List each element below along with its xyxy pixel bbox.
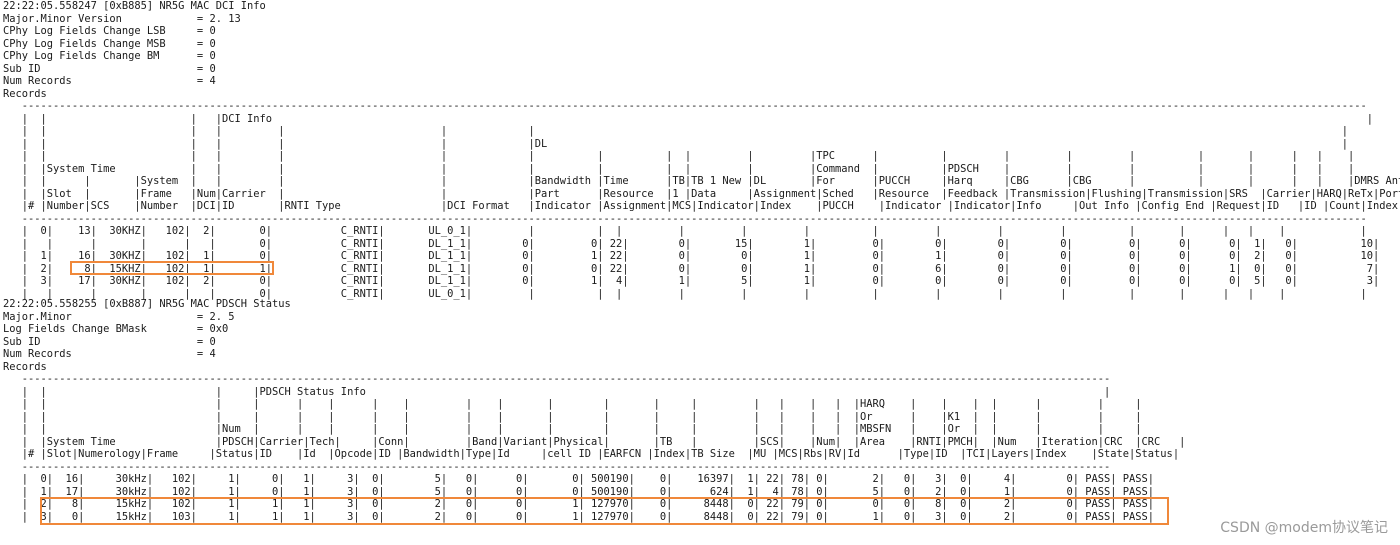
- table-row: | 1| 17| 30kHz| 102| 1| 0| 1| 3| 0| 5| 0…: [3, 485, 1155, 498]
- log-line: CPhy Log Fields Change MSB = 0: [3, 37, 216, 50]
- table-header-line: | | | |System | | | | |Bandwidth |Time |…: [3, 175, 1400, 187]
- table-header-line: | | |Num | | | | | | | | | | | | | | | |…: [3, 423, 1142, 435]
- table-header-line: |# |Number|SCS |Number |DCI|ID |RNTI Typ…: [3, 200, 1400, 212]
- log-line: Records: [3, 360, 47, 373]
- log-line: Sub ID = 0: [3, 335, 216, 348]
- table-row: | 2| 8| 15KHZ| 102| 1| 1| C_RNTI| DL_1_1…: [3, 262, 1380, 275]
- table-header-line: | | | | | | |: [3, 125, 1348, 137]
- log-line: Num Records = 4: [3, 75, 216, 87]
- table-header-line: | |Slot | |Frame |Num|Carrier | | |Part …: [3, 187, 1400, 200]
- table-row: | 0| 16| 30kHz| 102| 1| 0| 1| 3| 0| 5| 0…: [3, 473, 1155, 485]
- dci-info-log: 22:22:05.558247 [0xB885] NR5G MAC DCI In…: [3, 0, 1400, 300]
- log-line: Records: [3, 87, 47, 100]
- table-row: | 2| 8| 15kHz| 102| 1| 1| 1| 3| 0| 2| 0|…: [3, 498, 1155, 510]
- table-header-line: | | | | | | | | | | | |TPC | | | | | | |: [3, 150, 1400, 162]
- pdsch-status-log: 22:22:05.558255 [0xB887] NR5G MAC PDSCH …: [3, 298, 1185, 523]
- log-line: 22:22:05.558247 [0xB885] NR5G MAC DCI In…: [3, 0, 266, 12]
- table-row: | 3| 17| 30KHZ| 102| 2| 0| C_RNTI| DL_1_…: [3, 275, 1380, 287]
- log-line: Major.Minor Version = 2. 13: [3, 12, 241, 25]
- table-header-line: | |System Time | | | | | | | | | |Comman…: [3, 162, 1400, 175]
- table-header-line: | | | | | | |DL: [3, 137, 1348, 150]
- log-line: Sub ID = 0: [3, 62, 216, 75]
- table-header-line: | | | |PDSCH Status Info |: [3, 385, 1111, 398]
- table-border: ----------------------------------------…: [3, 212, 1367, 225]
- table-row: | 3| 0| 15kHz| 103| 1| 1| 1| 3| 0| 2| 0|…: [3, 510, 1155, 523]
- log-line: CPhy Log Fields Change LSB = 0: [3, 25, 216, 37]
- log-line: CPhy Log Fields Change BM = 0: [3, 50, 216, 62]
- watermark: CSDN @modem协议笔记: [1220, 520, 1388, 536]
- table-border: ----------------------------------------…: [3, 460, 1111, 473]
- table-row: | 0| 13| 30KHZ| 102| 2| 0| C_RNTI| UL_0_…: [3, 225, 1367, 237]
- table-border: ----------------------------------------…: [3, 373, 1111, 385]
- table-row: | | | | | | 0| C_RNTI| UL_0_1| | | | | |…: [3, 287, 1367, 300]
- table-header-line: | |System Time |PDSCH|Carrier|Tech| |Con…: [3, 435, 1186, 448]
- log-line: Num Records = 4: [3, 348, 216, 360]
- table-row: | 1| 16| 30KHZ| 102| 1| 0| C_RNTI| DL_1_…: [3, 250, 1380, 262]
- log-line: 22:22:05.558255 [0xB887] NR5G MAC PDSCH …: [3, 298, 291, 310]
- log-line: Log Fields Change BMask = 0x0: [3, 323, 229, 335]
- table-border: ----------------------------------------…: [3, 100, 1367, 112]
- table-header-line: |# |Slot|Numerology|Frame |Status|ID |Id…: [3, 448, 1180, 460]
- table-header-line: | | | |DCI Info: [3, 112, 1373, 125]
- table-header-line: | | | | | | | | | | | | | | | | | | |HAR…: [3, 398, 1142, 410]
- table-header-line: | | | | | | | | | | | | | | | | | | |Or …: [3, 410, 1142, 423]
- table-row: | | | | | | 0| C_RNTI| DL_1_1| 0| 0| 22|…: [3, 237, 1380, 250]
- log-line: Major.Minor = 2. 5: [3, 310, 235, 323]
